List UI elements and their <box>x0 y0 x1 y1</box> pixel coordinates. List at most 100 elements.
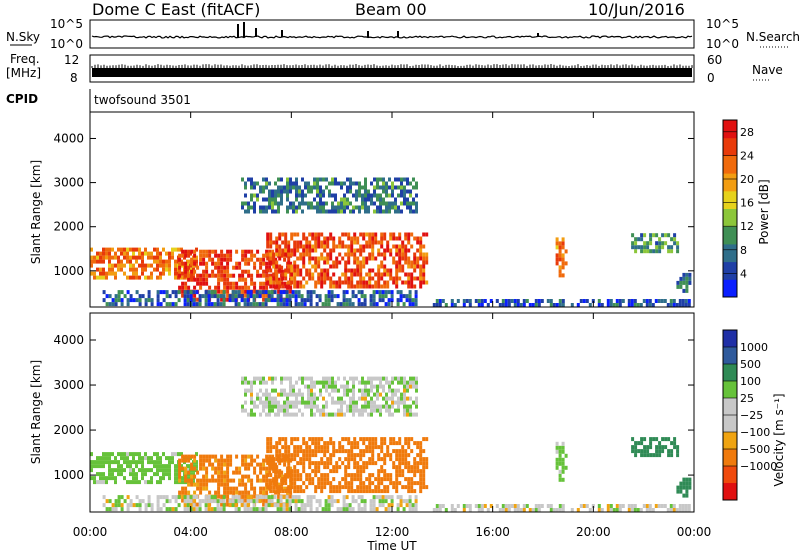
heatmap-cell <box>289 185 292 190</box>
heatmap-cell <box>229 249 233 254</box>
heatmap-cell <box>386 477 390 482</box>
heatmap-cell <box>195 255 198 260</box>
heatmap-cell <box>266 485 270 490</box>
heatmap-cell <box>280 404 283 409</box>
heatmap-cell <box>368 240 372 245</box>
heatmap-cell <box>555 257 559 262</box>
heatmap-cell <box>138 499 142 504</box>
heatmap-cell <box>637 237 641 242</box>
heatmap-cell <box>356 240 360 245</box>
heatmap-cell <box>284 457 288 462</box>
heatmap-cell <box>93 271 96 276</box>
colorbar-swatch <box>723 415 737 433</box>
heatmap-cell <box>380 232 384 237</box>
heatmap-cell <box>235 486 239 491</box>
heatmap-cell <box>295 392 298 397</box>
heatmap-cell <box>558 245 562 250</box>
heatmap-cell <box>153 247 156 252</box>
heatmap-cell <box>183 503 187 508</box>
heatmap-cell <box>293 272 297 277</box>
heatmap-cell <box>259 189 262 194</box>
heatmap-cell <box>196 482 200 487</box>
heatmap-cell <box>358 388 361 393</box>
heatmap-cell <box>422 268 426 273</box>
heatmap-cell <box>265 392 268 397</box>
heatmap-cell <box>293 485 297 490</box>
heatmap-cell <box>346 384 349 389</box>
heatmap-cell <box>415 404 418 409</box>
heatmap-cell <box>298 392 301 397</box>
heatmap-cell <box>223 486 227 491</box>
heatmap-cell <box>609 299 613 303</box>
heatmap-cell <box>347 236 351 241</box>
heatmap-cell <box>304 201 307 206</box>
heatmap-cell <box>217 265 221 270</box>
heatmap-cell <box>359 457 363 462</box>
heatmap-cell <box>156 302 160 307</box>
heatmap-cell <box>392 437 396 442</box>
heatmap-cell <box>259 205 262 210</box>
heatmap-cell <box>275 276 279 281</box>
heatmap-cell <box>338 280 342 285</box>
heatmap-cell <box>561 461 565 466</box>
heatmap-cell <box>373 408 376 413</box>
heatmap-cell <box>284 240 288 245</box>
heatmap-cell <box>640 453 644 458</box>
heatmap-cell <box>676 241 680 246</box>
heatmap-cell <box>241 201 244 206</box>
heatmap-cell <box>117 468 120 473</box>
heatmap-cell <box>676 280 680 285</box>
heatmap-cell <box>165 294 169 299</box>
heatmap-cell <box>237 302 241 307</box>
heatmap-cell <box>117 259 120 264</box>
heatmap-cell <box>272 457 276 462</box>
heatmap-cell <box>271 209 274 214</box>
heatmap-cell <box>293 445 297 450</box>
heatmap-cell <box>618 299 622 303</box>
heatmap-cell <box>337 376 340 381</box>
heatmap-cell <box>132 503 136 508</box>
heatmap-cell <box>279 294 283 299</box>
heatmap-cell <box>305 457 309 462</box>
colorbar-tick-label: −100 <box>740 426 770 439</box>
heatmap-cell <box>685 477 689 482</box>
heatmap-cell <box>347 461 351 466</box>
heatmap-cell <box>399 298 403 303</box>
heatmap-cell <box>655 249 659 254</box>
heatmap-cell <box>180 452 183 457</box>
heatmap-cell <box>310 205 313 210</box>
heatmap-cell <box>297 290 301 295</box>
heatmap-cell <box>338 252 342 257</box>
heatmap-cell <box>220 269 224 274</box>
heatmap-cell <box>326 236 330 241</box>
heatmap-cell <box>181 281 185 286</box>
heatmap-cell <box>226 498 230 503</box>
heatmap-cell <box>480 299 484 303</box>
heatmap-cell <box>385 189 388 194</box>
heatmap-cell <box>165 263 168 268</box>
heatmap-cell <box>250 253 254 258</box>
heatmap-cell <box>394 197 397 202</box>
heatmap-cell <box>271 201 274 206</box>
heatmap-cell <box>670 441 674 446</box>
heatmap-cell <box>367 412 370 417</box>
heatmap-cell <box>284 284 288 289</box>
heatmap-cell <box>382 185 385 190</box>
heatmap-cell <box>415 384 418 389</box>
heatmap-cell <box>402 507 406 512</box>
heatmap-cell <box>368 252 372 257</box>
heatmap-cell <box>204 499 208 504</box>
heatmap-cell <box>413 489 417 494</box>
heatmap-cell <box>408 499 412 504</box>
heatmap-cell <box>135 298 139 303</box>
heatmap-cell <box>381 298 385 303</box>
heatmap-cell <box>111 452 114 457</box>
heatmap-cell <box>268 273 272 278</box>
heatmap-cell <box>178 462 182 467</box>
heatmap-cell <box>344 276 348 281</box>
heatmap-cell <box>359 232 363 237</box>
heatmap-cell <box>126 247 129 252</box>
heatmap-cell <box>361 404 364 409</box>
heatmap-cell <box>368 236 372 241</box>
heatmap-cell <box>250 478 254 483</box>
